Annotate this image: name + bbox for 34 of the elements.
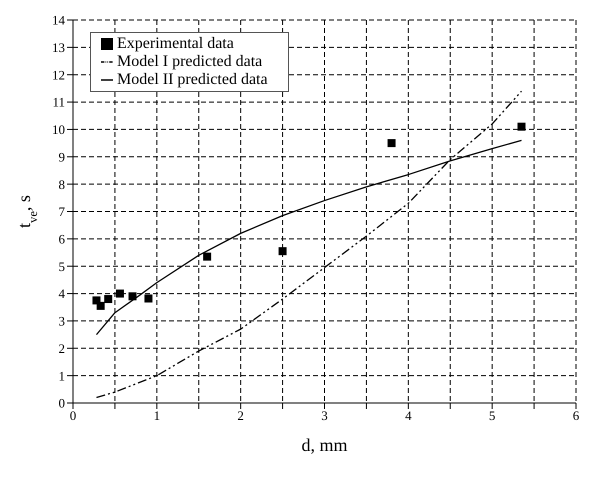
point — [104, 295, 112, 304]
point — [278, 247, 287, 256]
y-tick-label: 14 — [52, 12, 66, 28]
x-tick-label: 2 — [237, 408, 244, 424]
y-tick-label: 9 — [58, 149, 65, 164]
y-tick-label: 3 — [58, 314, 65, 329]
x-axis-title: d, mm — [301, 435, 348, 455]
y-tick-label: 13 — [52, 40, 65, 55]
x-tick-label: 1 — [154, 408, 160, 424]
point — [203, 252, 212, 261]
legend-label: Model II predicted data — [117, 71, 268, 88]
y-tick-label: 4 — [58, 286, 66, 302]
y-tick-label: 0 — [58, 396, 65, 411]
y-tick-label: 1 — [58, 368, 65, 384]
point — [116, 290, 124, 298]
point — [96, 302, 105, 310]
y-tick-label: 2 — [58, 340, 65, 356]
x-tick-label: 0 — [70, 408, 76, 424]
point — [144, 294, 152, 302]
point — [518, 122, 526, 131]
x-tick-label: 6 — [572, 408, 580, 424]
x-tick-label: 5 — [488, 408, 496, 424]
y-tick-label: 10 — [52, 122, 65, 138]
x-tick-label: 4 — [405, 408, 412, 424]
point — [388, 139, 396, 148]
legend-label: Model I predicted data — [117, 53, 262, 70]
y-tick-label: 11 — [52, 94, 65, 110]
x-tick-label: 3 — [321, 408, 328, 424]
y-tick-label: 8 — [58, 176, 65, 192]
legend-label: Experimental data — [117, 35, 234, 52]
y-tick-label: 5 — [58, 258, 65, 274]
y-tick-label: 12 — [52, 67, 65, 82]
y-tick-label: 7 — [58, 204, 66, 220]
y-tick-label: 6 — [58, 231, 66, 246]
